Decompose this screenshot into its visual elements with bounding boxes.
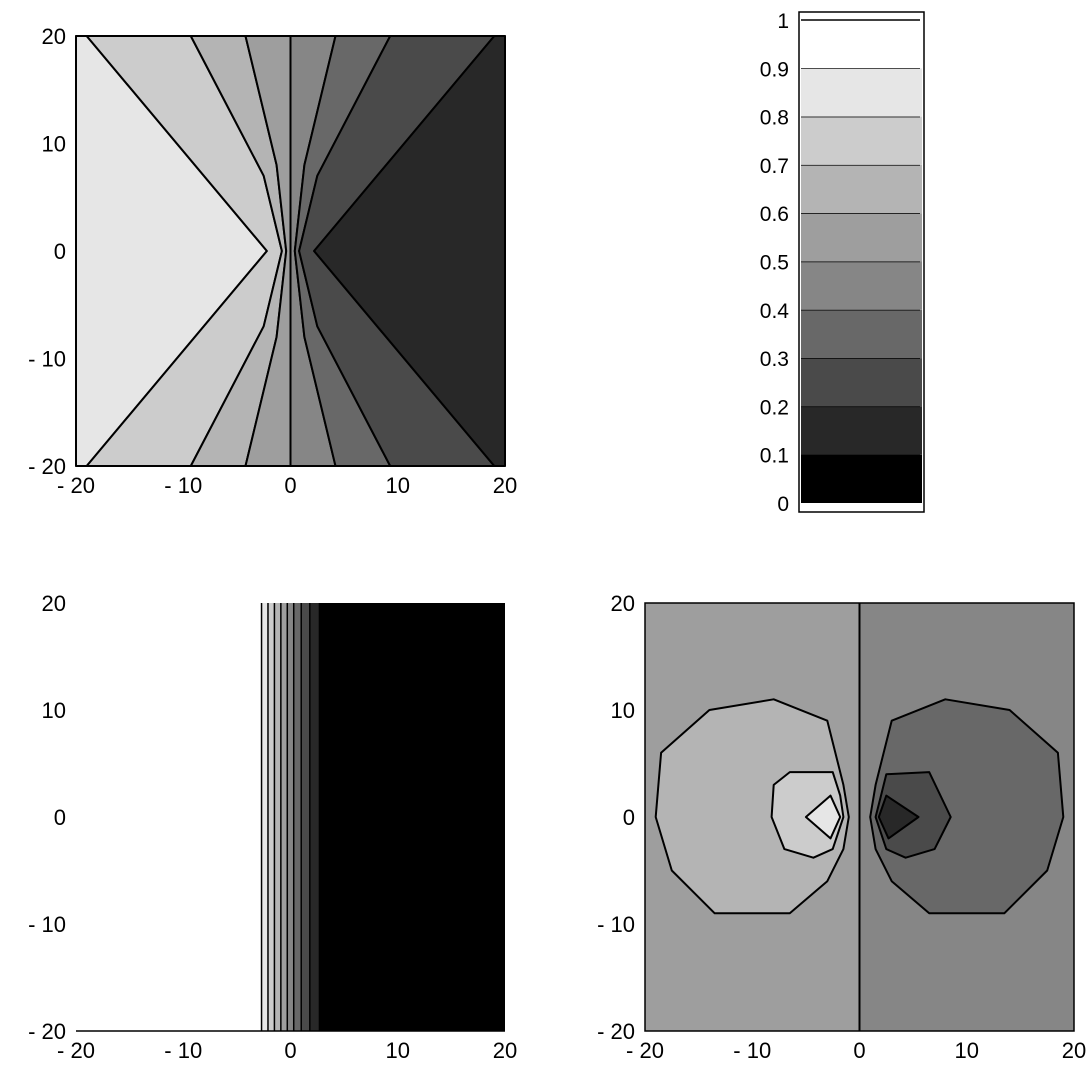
contour-plot-bottom-left: - 20 - 10 0 10 20 20 10 0 - 10 - 20 [28,591,517,1063]
x-tick-label: 10 [386,1038,410,1063]
y-tick-label: 20 [42,591,66,616]
colorbar-tick-label: 0.4 [760,300,790,323]
y-tick-label: 0 [54,805,66,830]
contour-plot-bottom-right: - 20 - 10 0 10 20 20 10 0 - 10 - 20 [597,591,1086,1063]
contour-plot-top-left: - 20 - 10 0 10 20 20 10 0 - 10 - 20 [28,24,517,498]
contour-band [280,603,288,1031]
contour-band [309,603,320,1031]
y-tick-label: 10 [611,698,635,723]
colorbar-band [801,20,922,69]
contour-region [654,698,850,915]
x-tick-label: 20 [1062,1038,1086,1063]
x-tick-label: 0 [284,1038,296,1063]
colorbar-band [801,309,922,359]
contour-band [287,603,294,1031]
x-tick-label: - 20 [57,1038,95,1063]
contour-band [293,603,302,1031]
colorbar: 0 0.1 0.2 0.3 0.4 0.5 0.6 0.7 0.8 0.9 1 [760,10,925,516]
y-tick-label: - 10 [28,347,66,372]
contour-region [804,794,842,840]
colorbar-band [801,261,922,310]
contour-band [319,603,505,1031]
colorbar-band [801,454,922,503]
y-tick-label: 0 [623,805,635,830]
x-tick-label: - 20 [626,1038,664,1063]
plot-frame [644,602,1075,1032]
y-tick-label: - 20 [28,1019,66,1044]
contour-region [869,698,1065,915]
colorbar-tick-label: 0.6 [760,203,789,226]
y-tick-label: - 10 [28,912,66,937]
colorbar-band [801,116,922,165]
colorbar-tick-label: 0.8 [760,107,789,130]
x-tick-label: - 10 [164,1038,202,1063]
y-tick-label: - 10 [597,912,635,937]
colorbar-tick-label: 0.3 [760,348,789,371]
y-tick-label: 10 [42,132,66,157]
contour-band [267,603,275,1031]
colorbar-band [801,164,922,214]
contour-region [877,794,920,840]
x-tick-label: 0 [853,1038,865,1063]
colorbar-tick-label: 0.1 [760,445,789,468]
plot-frame [75,35,506,467]
colorbar-tick-label: 1 [777,10,789,33]
colorbar-band [801,358,922,407]
colorbar-band [801,213,922,262]
y-tick-label: - 20 [28,454,66,479]
x-tick-label: 10 [386,473,410,498]
y-tick-label: 10 [42,698,66,723]
x-tick-label: 10 [955,1038,979,1063]
x-tick-label: - 10 [733,1038,771,1063]
contour-band [301,603,310,1031]
y-tick-label: 20 [42,24,66,49]
y-tick-label: 0 [54,239,66,264]
contour-band [274,603,281,1031]
colorbar-tick-label: 0.9 [760,58,789,81]
y-tick-label: - 20 [597,1019,635,1044]
colorbar-band [801,68,922,117]
contour-band [76,603,262,1031]
y-tick-label: 20 [611,591,635,616]
colorbar-tick-label: 0 [777,493,789,516]
contour-band [261,603,268,1031]
x-tick-label: - 10 [164,473,202,498]
x-tick-label: - 20 [57,473,95,498]
colorbar-tick-label: 0.7 [760,155,789,178]
x-tick-label: 20 [493,473,517,498]
x-tick-label: 0 [284,473,296,498]
x-tick-label: 20 [493,1038,517,1063]
colorbar-tick-label: 0.5 [760,252,789,275]
colorbar-band [801,406,922,455]
colorbar-tick-label: 0.2 [760,396,789,419]
